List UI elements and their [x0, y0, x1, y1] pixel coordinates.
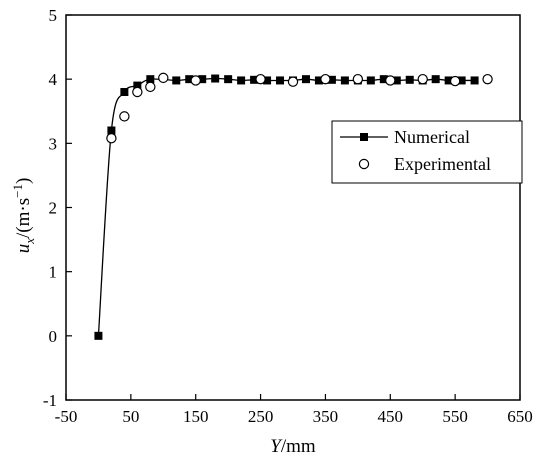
data-point-numerical	[314, 76, 323, 85]
data-point-experimental	[482, 73, 493, 85]
y-tick-label: 5	[49, 6, 58, 25]
legend-label-numerical: Numerical	[394, 127, 470, 147]
data-point-numerical	[405, 75, 414, 84]
x-tick-label: 550	[442, 407, 468, 426]
legend-label-experimental: Experimental	[394, 154, 491, 174]
data-point-experimental	[287, 76, 299, 87]
x-tick-label: 50	[122, 407, 139, 426]
data-point-numerical	[470, 76, 479, 85]
data-point-numerical	[263, 76, 272, 85]
x-axis-title-variable: Y	[270, 436, 283, 457]
series-line-numerical	[97, 77, 475, 336]
series-line-path	[97, 77, 475, 336]
plot-area-frame	[65, 14, 521, 401]
data-point-numerical	[211, 74, 220, 83]
data-point-numerical	[457, 76, 466, 85]
legend-box	[331, 120, 523, 184]
x-tick-label: 350	[313, 407, 339, 426]
y-axis-title-variable: u	[13, 244, 34, 254]
data-point-numerical	[250, 75, 259, 84]
data-point-numerical	[366, 76, 375, 85]
data-point-experimental	[132, 86, 143, 98]
data-point-experimental	[145, 81, 156, 93]
y-axis-title-close: )	[13, 178, 34, 184]
x-tick-label: 450	[378, 407, 404, 426]
data-point-experimental	[158, 72, 169, 84]
data-point-numerical	[133, 81, 142, 90]
data-point-numerical	[237, 76, 246, 85]
data-point-numerical	[301, 75, 310, 84]
legend: Numerical Experimental	[331, 120, 523, 184]
y-axis-title-subscript: x	[22, 238, 37, 245]
x-tick-label: 150	[183, 407, 209, 426]
ticks: -50 50 150 250 350 450 550 650 -1 0 1 2 3 4 5	[43, 6, 533, 426]
y-tick-label: 2	[49, 199, 58, 218]
legend-marker-experimental	[358, 158, 370, 170]
data-point-experimental	[417, 73, 428, 85]
x-axis-title: Y/mm	[270, 436, 316, 457]
data-point-numerical	[198, 75, 207, 84]
data-point-experimental	[106, 132, 117, 144]
data-point-numerical	[379, 75, 388, 84]
data-point-experimental	[255, 73, 266, 85]
data-point-numerical	[431, 75, 440, 84]
y-tick-label: 1	[49, 263, 58, 282]
data-point-experimental	[352, 73, 364, 85]
data-point-numerical	[146, 75, 155, 84]
x-tick-label: -50	[55, 407, 78, 426]
data-point-numerical	[172, 76, 181, 85]
data-point-numerical	[340, 76, 349, 85]
data-point-numerical	[185, 75, 194, 84]
y-axis-title-unit: /(m·s	[13, 198, 34, 238]
data-point-experimental	[320, 73, 331, 85]
data-point-numerical	[392, 76, 401, 85]
data-point-numerical	[120, 88, 129, 96]
x-tick-label: 650	[507, 407, 533, 426]
y-axis-title-superscript: −1	[10, 184, 25, 198]
y-tick-label: -1	[43, 391, 57, 410]
y-tick-label: 0	[49, 327, 58, 346]
data-point-numerical	[327, 75, 336, 84]
data-point-numerical	[224, 75, 233, 84]
data-markers	[94, 72, 493, 340]
data-point-numerical	[444, 76, 453, 85]
y-tick-label: 4	[49, 70, 58, 89]
data-point-numerical	[94, 331, 103, 340]
x-axis-title-unit: /mm	[281, 436, 316, 457]
x-tick-label: 250	[248, 407, 274, 426]
data-point-numerical	[276, 76, 285, 85]
data-point-experimental	[119, 111, 130, 122]
data-point-experimental	[449, 75, 461, 87]
y-tick-label: 3	[49, 134, 58, 153]
y-axis-title: ux/(m·s−1)	[10, 178, 37, 254]
legend-marker-numerical	[360, 133, 368, 141]
data-point-numerical	[107, 126, 116, 135]
data-point-experimental	[190, 75, 201, 86]
data-point-experimental	[385, 75, 396, 86]
